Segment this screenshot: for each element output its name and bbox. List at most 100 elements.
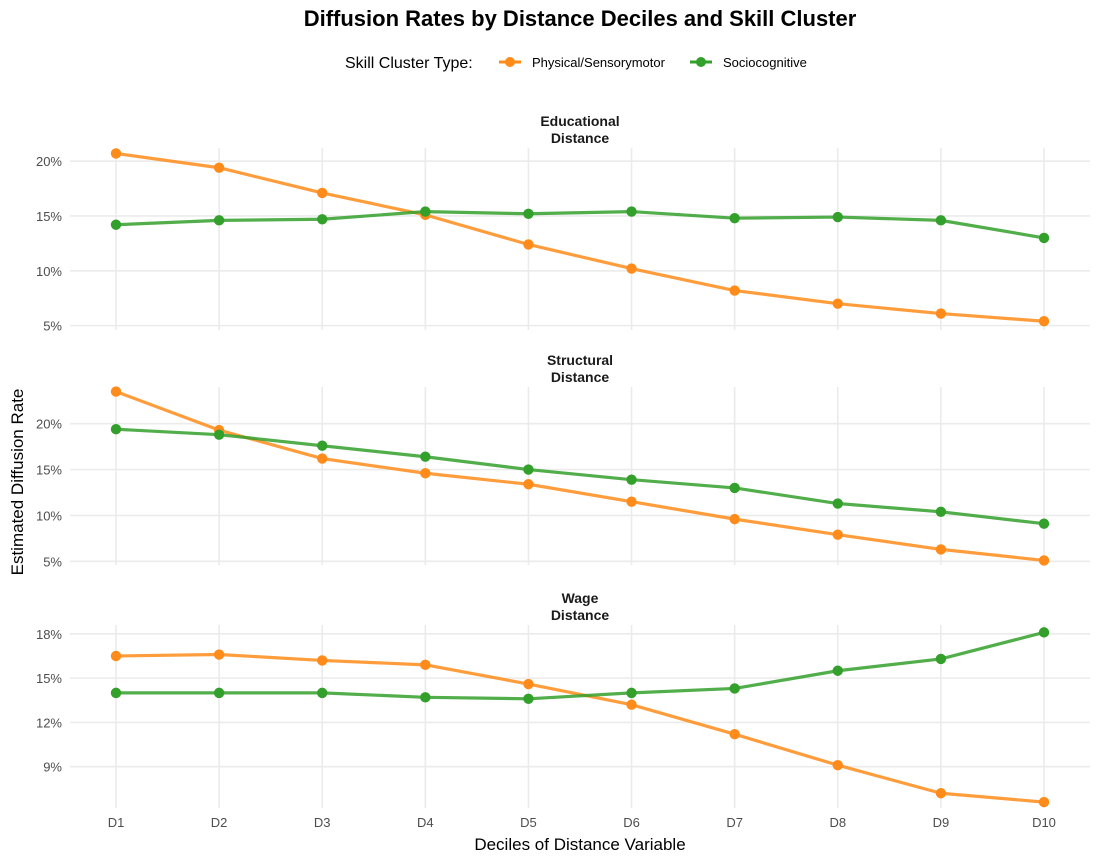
data-point-d1: [110, 424, 122, 435]
data-point-d2: [213, 649, 225, 660]
panels: EducationalDistance5%10%15%20%Structural…: [36, 113, 1090, 808]
data-point-d10: [1038, 555, 1050, 566]
data-point-d10: [1038, 796, 1050, 808]
data-point-d6: [626, 474, 637, 485]
x-tick-label: D6: [623, 815, 640, 830]
data-point-d8: [832, 498, 843, 509]
y-tick-label: 9%: [43, 760, 62, 775]
data-point-d7: [729, 212, 740, 224]
data-point-d5: [523, 693, 534, 704]
data-point-d10: [1038, 316, 1050, 327]
y-tick-label: 15%: [36, 671, 62, 686]
data-point-d3: [317, 440, 328, 451]
data-point-d2: [213, 215, 225, 226]
data-point-d7: [729, 729, 740, 740]
data-point-d2: [213, 687, 225, 699]
x-tick-label: D7: [726, 815, 743, 830]
data-point-d1: [110, 650, 122, 662]
series-line: [115, 209, 1045, 240]
data-point-d9: [935, 215, 947, 226]
y-tick-label: 5%: [43, 319, 62, 334]
data-point-d5: [523, 208, 534, 219]
data-point-d3: [317, 687, 328, 699]
series-line: [115, 652, 1045, 804]
data-point-d5: [523, 479, 534, 490]
y-tick-label: 12%: [36, 715, 62, 730]
data-point-d9: [935, 308, 947, 319]
data-point-d9: [935, 653, 947, 665]
legend-item-sociocognitive: Sociocognitive: [690, 55, 807, 70]
y-tick-label: 15%: [36, 209, 62, 224]
x-axis-title: Deciles of Distance Variable: [474, 835, 685, 854]
panel-strip-label: Distance: [551, 369, 610, 385]
x-tick-label: D10: [1032, 815, 1056, 830]
panel-strip-label: Structural: [547, 352, 613, 368]
series-sociocognitive: [110, 206, 1050, 244]
data-point-d4: [420, 692, 431, 703]
data-point-d2: [213, 429, 225, 440]
data-point-d3: [317, 214, 328, 225]
legend-label: Physical/Sensorymotor: [532, 55, 666, 70]
data-point-d9: [935, 544, 947, 555]
y-tick-label: 10%: [36, 508, 62, 523]
series-sociocognitive: [110, 627, 1050, 704]
panel-strip-label: Distance: [551, 607, 610, 623]
panel-strip-label: Wage: [562, 590, 599, 606]
y-axis-title: Estimated Diffusion Rate: [8, 389, 27, 576]
y-tick-label: 10%: [36, 264, 62, 279]
data-point-d10: [1038, 518, 1050, 529]
gridlines: [70, 148, 1090, 330]
legend-item-physical-sensorymotor: Physical/Sensorymotor: [499, 55, 666, 70]
series-line: [115, 151, 1045, 323]
x-tick-label: D2: [211, 815, 228, 830]
data-point-d8: [832, 211, 843, 223]
data-point-d6: [626, 263, 637, 274]
series-line: [115, 427, 1045, 526]
x-tick-label: D8: [829, 815, 846, 830]
data-point-d3: [317, 453, 328, 464]
legend-label: Sociocognitive: [723, 55, 807, 70]
data-point-d7: [729, 285, 740, 296]
x-tick-label: D9: [933, 815, 950, 830]
series-line: [115, 390, 1045, 563]
data-point-d3: [317, 655, 328, 666]
chart-title: Diffusion Rates by Distance Deciles and …: [304, 6, 857, 31]
x-tick-label: D3: [314, 815, 331, 830]
series-physical-sensorymotor: [110, 386, 1050, 566]
y-tick-label: 5%: [43, 554, 62, 569]
data-point-d5: [523, 239, 534, 250]
series-line: [116, 630, 1045, 701]
data-point-d6: [626, 496, 637, 507]
data-point-d6: [626, 699, 637, 710]
y-tick-label: 15%: [36, 463, 62, 478]
data-point-d6: [626, 687, 637, 699]
data-point-d8: [832, 760, 843, 771]
data-point-d10: [1038, 232, 1050, 244]
legend-point-swatch: [505, 57, 515, 67]
y-tick-label: 20%: [36, 154, 62, 169]
panel-strip-label: Distance: [551, 130, 610, 146]
data-point-d10: [1038, 627, 1050, 638]
series-physical-sensorymotor: [110, 148, 1050, 327]
data-point-d5: [523, 464, 534, 475]
data-point-d9: [935, 506, 947, 517]
data-point-d9: [935, 788, 947, 799]
x-axis-ticks: D1 D2 D3 D4 D5 D6 D7 D8 D9 D10: [108, 815, 1056, 830]
data-point-d4: [420, 659, 431, 671]
gridlines: [70, 387, 1090, 565]
data-point-d1: [110, 148, 122, 159]
panel-strip-label: Educational: [540, 113, 619, 129]
data-point-d1: [110, 687, 122, 699]
x-tick-label: D5: [520, 815, 537, 830]
series-sociocognitive: [110, 424, 1050, 529]
data-point-d4: [420, 206, 431, 217]
y-tick-label: 18%: [36, 627, 62, 642]
series-physical-sensorymotor: [110, 649, 1050, 808]
legend: Skill Cluster Type: Physical/Sensorymoto…: [345, 55, 807, 72]
data-point-d1: [110, 219, 122, 230]
data-point-d4: [420, 468, 431, 479]
data-point-d6: [626, 206, 637, 217]
data-point-d7: [729, 482, 740, 494]
